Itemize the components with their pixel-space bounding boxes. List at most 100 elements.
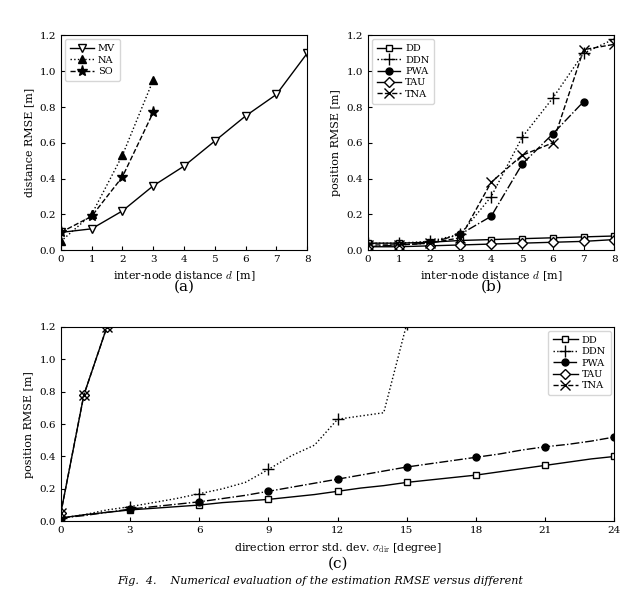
DD [472, 472, 480, 479]
Line: SO: SO [55, 107, 159, 238]
TNA [549, 140, 557, 147]
DD [172, 503, 180, 510]
PWA [80, 512, 88, 519]
DD [426, 239, 433, 246]
DD [149, 505, 157, 512]
PWA [334, 476, 342, 483]
MV [88, 226, 95, 233]
DD [218, 499, 226, 506]
PWA [264, 488, 272, 495]
PWA [172, 501, 180, 508]
Text: Fig.  4.    Numerical evaluation of the estimation RMSE versus different: Fig. 4. Numerical evaluation of the esti… [117, 576, 523, 586]
PWA [126, 505, 134, 512]
PWA [364, 243, 372, 250]
DDN [364, 240, 372, 247]
TNA [364, 241, 372, 249]
MV [273, 91, 280, 98]
Text: (b): (b) [481, 280, 502, 294]
PWA [218, 495, 226, 502]
TNA [103, 323, 111, 330]
PWA [103, 509, 111, 516]
DD [57, 515, 65, 522]
PWA [488, 213, 495, 220]
DD [426, 477, 434, 484]
Legend: DD, DDN, PWA, TAU, TNA: DD, DDN, PWA, TAU, TNA [372, 39, 434, 104]
PWA [580, 98, 588, 105]
SO [88, 213, 95, 220]
TNA [611, 41, 618, 48]
NA [149, 77, 157, 84]
MV [149, 183, 157, 190]
DD [518, 235, 526, 242]
MV [211, 137, 219, 144]
DD [103, 509, 111, 516]
DDN [488, 193, 495, 200]
X-axis label: inter-node distance $d$ [m]: inter-node distance $d$ [m] [420, 270, 563, 283]
DD [364, 240, 372, 247]
TAU [395, 243, 403, 250]
DD [310, 491, 318, 498]
DD [241, 498, 249, 505]
TNA [518, 152, 526, 159]
NA [88, 211, 95, 218]
DDN [380, 409, 388, 416]
DDN [57, 515, 65, 522]
DDN [310, 442, 318, 449]
DD [357, 485, 365, 492]
PWA [426, 460, 434, 467]
Line: TNA: TNA [56, 322, 112, 518]
Line: MV: MV [56, 49, 312, 237]
DD [611, 453, 618, 460]
PWA [564, 441, 572, 448]
MV [242, 112, 250, 120]
TNA [57, 509, 65, 517]
DDN [403, 320, 411, 327]
PWA [426, 240, 433, 247]
DD [264, 496, 272, 503]
Y-axis label: position RMSE [m]: position RMSE [m] [331, 90, 341, 196]
DDN [241, 479, 249, 486]
Line: PWA: PWA [365, 98, 587, 250]
DD [580, 233, 588, 240]
DD [395, 240, 403, 247]
SO [57, 229, 65, 236]
DDN [195, 490, 203, 497]
Line: DDN: DDN [362, 34, 620, 249]
PWA [495, 451, 503, 458]
MV [180, 163, 188, 170]
Y-axis label: distance RMSE [m]: distance RMSE [m] [24, 88, 34, 197]
TAU [456, 241, 464, 249]
Line: TAU: TAU [365, 236, 618, 250]
DDN [426, 238, 433, 245]
Text: (c): (c) [328, 557, 348, 571]
PWA [395, 241, 403, 249]
DD [495, 468, 503, 475]
DD [195, 501, 203, 508]
DD [549, 234, 557, 241]
DDN [80, 511, 88, 518]
DD [334, 488, 342, 495]
Line: DDN: DDN [55, 318, 458, 524]
MV [57, 229, 65, 236]
DD [611, 233, 618, 240]
MV [303, 49, 311, 57]
Line: TNA: TNA [363, 39, 620, 250]
TAU [426, 242, 433, 249]
TAU [103, 323, 111, 330]
DDN [218, 485, 226, 492]
PWA [518, 161, 526, 168]
Line: DD: DD [365, 233, 618, 247]
TNA [580, 46, 588, 53]
DD [541, 462, 549, 469]
PWA [380, 468, 388, 475]
DDN [264, 466, 272, 473]
DD [456, 237, 464, 244]
DDN [126, 503, 134, 510]
TAU [549, 239, 557, 246]
DDN [580, 49, 588, 57]
SO [118, 173, 126, 180]
TAU [611, 236, 618, 243]
DD [403, 479, 411, 486]
TNA [488, 178, 495, 186]
DDN [449, 323, 457, 330]
